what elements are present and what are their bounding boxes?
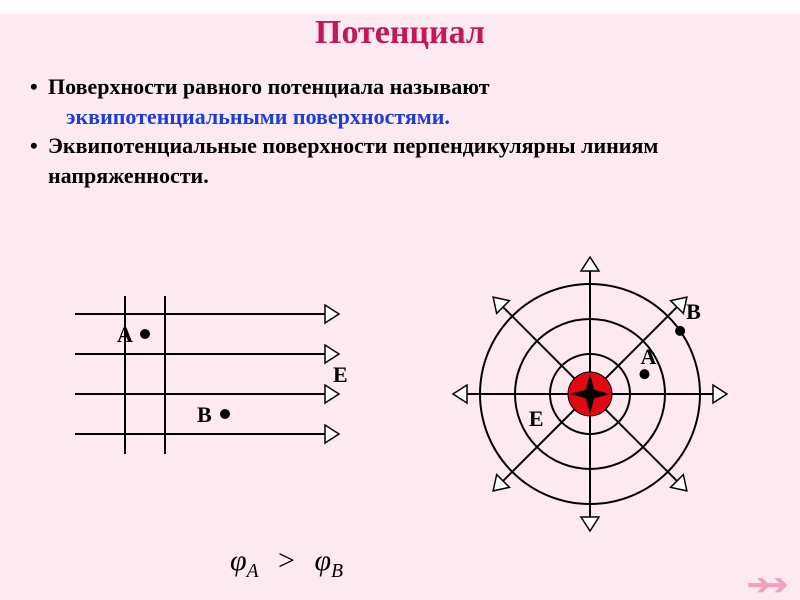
svg-text:E: E bbox=[333, 362, 348, 387]
bullet-1: • Поверхности равного потенциала называю… bbox=[30, 72, 770, 131]
nav-glyph-1: ➔ bbox=[747, 570, 764, 600]
sub-a: A bbox=[247, 561, 259, 582]
bullet-1-emph: эквипотенциальными поверхностями. bbox=[66, 104, 450, 129]
sub-b: B bbox=[331, 561, 343, 582]
svg-text:E: E bbox=[529, 406, 544, 431]
bullet-1-plain: Поверхности равного потенциала называют bbox=[48, 74, 490, 99]
svg-text:B: B bbox=[686, 299, 701, 324]
nav-glyph-2: ➔ bbox=[765, 570, 782, 600]
bullet-dot-icon: • bbox=[30, 72, 48, 102]
svg-text:A: A bbox=[641, 344, 657, 369]
bullet-dot-icon: • bbox=[30, 131, 48, 161]
bullet-list: • Поверхности равного потенциала называю… bbox=[30, 72, 770, 191]
bullet-1-text: Поверхности равного потенциала называют … bbox=[48, 72, 490, 131]
slide-title: Потенциал bbox=[0, 14, 800, 52]
svg-text:B: B bbox=[197, 402, 212, 427]
phi-b: φ bbox=[314, 544, 331, 577]
slide-root: Потенциал • Поверхности равного потенциа… bbox=[0, 14, 800, 600]
gt-sign: > bbox=[278, 544, 295, 577]
next-arrow-icon[interactable]: ➔➔ bbox=[747, 568, 782, 600]
svg-text:A: A bbox=[117, 322, 133, 347]
bullet-2: • Эквипотенциальные поверхности перпенди… bbox=[30, 131, 770, 190]
phi-a: φ bbox=[230, 544, 247, 577]
bullet-2-plain: Эквипотенциальные поверхности перпендику… bbox=[48, 131, 770, 190]
inequality-formula: φA > φB bbox=[230, 544, 343, 583]
